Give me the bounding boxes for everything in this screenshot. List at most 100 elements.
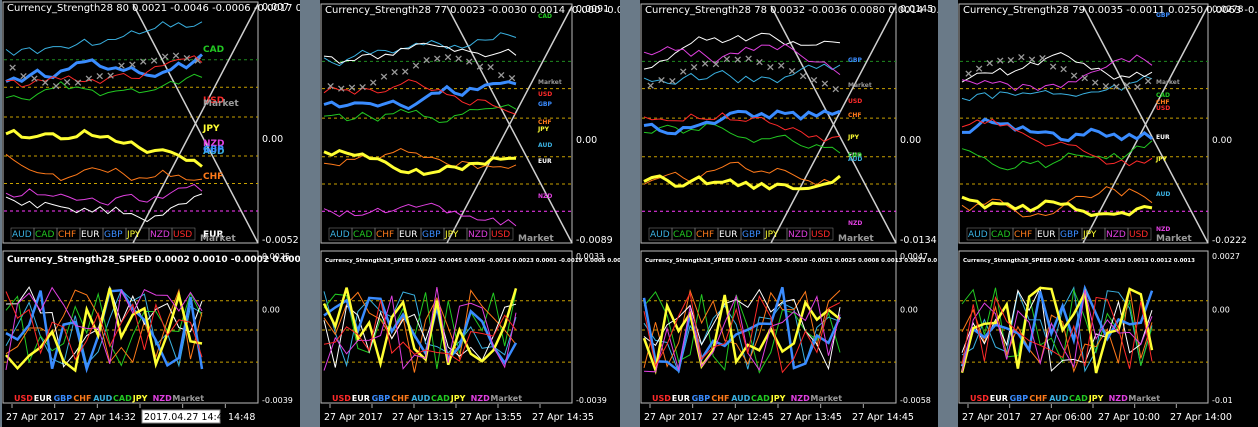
market-marker: × bbox=[41, 76, 50, 89]
series-line-eur bbox=[5, 193, 203, 223]
speed-scale-label: 0.00 bbox=[262, 305, 280, 314]
legend-item-usd: USD bbox=[491, 230, 510, 240]
speed-line-usd bbox=[643, 291, 841, 374]
chart-canvas-3[interactable]: × × ×× × × × × × × × × × × × × × ×Currency_Strength28 78… bbox=[640, 0, 938, 427]
series-line-cad bbox=[643, 123, 841, 154]
time-cursor-label: 2017.04.27 14:46 bbox=[144, 412, 229, 423]
currency-label: NZD bbox=[538, 193, 552, 200]
speed-line-aud bbox=[961, 285, 1153, 373]
series-line-eur bbox=[643, 32, 841, 70]
market-marker: × bbox=[95, 69, 104, 82]
market-marker: × bbox=[171, 49, 180, 62]
legend-item-eur: EUR bbox=[1037, 230, 1056, 240]
market-marker: × bbox=[657, 74, 666, 87]
market-marker: × bbox=[347, 81, 356, 94]
indicator-title: Currency_Strength28 79 0.0035 -0.0011 0.… bbox=[963, 5, 1258, 16]
speed-panel-frame bbox=[2, 250, 259, 404]
legend-item-market: Market bbox=[838, 234, 874, 244]
market-marker: × bbox=[700, 57, 709, 70]
speed-line-nzd bbox=[323, 287, 517, 371]
speed-line-eur bbox=[323, 303, 517, 368]
speed-scale-label: 0.00 bbox=[1212, 305, 1230, 314]
series-line-aud bbox=[961, 75, 1153, 102]
series-line-cad bbox=[961, 140, 1153, 171]
speed-legend-item-nzd: NZD bbox=[471, 394, 490, 403]
market-marker: × bbox=[160, 50, 169, 63]
market-marker: × bbox=[996, 54, 1005, 67]
series-line-aud bbox=[643, 63, 841, 85]
speed-legend-item-chf: CHF bbox=[391, 394, 409, 403]
chart-window-2[interactable]: × × × × × × × × × × × × × × × × × × Currency_Strength28 77… bbox=[320, 0, 620, 427]
speed-legend-item-market: Market bbox=[490, 394, 522, 403]
market-marker: × bbox=[755, 55, 764, 68]
chart-canvas-2[interactable]: × × × × × × × × × × × × × × × ×× ×Currency_Strength28 77… bbox=[320, 0, 620, 427]
market-marker: × bbox=[443, 51, 452, 64]
chart-window-3[interactable]: × × × × × × × × × × × × × × × × × × Currency_Strength28 78… bbox=[640, 0, 938, 427]
chart-canvas-4[interactable]: × × × × × × × ×× ×× × × × × × × ×Currency_Strength28 79… bbox=[958, 0, 1258, 427]
chart-window-4[interactable]: × × × × × × × × × × × × × × × × × × Currency_Strength28 79… bbox=[958, 0, 1258, 427]
legend-item-chf: CHF bbox=[58, 230, 76, 240]
legend-item-cad: CAD bbox=[673, 230, 692, 240]
speed-legend-item-chf: CHF bbox=[73, 394, 91, 403]
series-line-chf bbox=[5, 153, 203, 182]
indicator-title: Currency_Strength28 77 0.0023 -0.0030 0.… bbox=[325, 5, 620, 16]
market-marker: × bbox=[358, 80, 367, 93]
market-marker: × bbox=[182, 51, 191, 64]
speed-line-aud bbox=[5, 289, 203, 368]
speed-legend-item-jpy: JPY bbox=[132, 394, 148, 403]
market-marker: × bbox=[19, 70, 28, 83]
speed-legend-item-jpy: JPY bbox=[1088, 394, 1104, 403]
speed-legend-item-usd: USD bbox=[14, 394, 33, 403]
legend-item-nzd: NZD bbox=[1106, 230, 1126, 240]
speed-legend-item-market: Market bbox=[1128, 394, 1160, 403]
legend-item-aud: AUD bbox=[12, 230, 32, 240]
chart-window-1[interactable]: × × × × × × × × × × × × × × × × × × Currency_Strength28 80… bbox=[2, 0, 300, 427]
main-panel-frame bbox=[640, 3, 897, 244]
time-axis-label: 27 Apr 13:45 bbox=[780, 412, 842, 423]
speed-line-usd bbox=[323, 299, 517, 362]
currency-label: JPY bbox=[537, 126, 550, 133]
speed-legend-item-market: Market bbox=[172, 394, 204, 403]
market-marker: × bbox=[433, 52, 442, 65]
speed-legend-item-aud: AUD bbox=[411, 394, 430, 403]
speed-line-nzd bbox=[5, 286, 203, 370]
legend-item-gbp: GBP bbox=[422, 230, 441, 240]
speed-line-aud bbox=[323, 291, 517, 368]
time-axis-label: 27 Apr 14:35 bbox=[532, 412, 594, 423]
market-marker: × bbox=[106, 69, 115, 82]
currency-label: Market bbox=[538, 79, 562, 86]
time-axis-label: 27 Apr 2017 bbox=[324, 412, 383, 423]
series-line-usd bbox=[643, 112, 841, 143]
legend-item-aud: AUD bbox=[968, 230, 988, 240]
currency-label: JPY bbox=[202, 124, 220, 134]
market-marker: × bbox=[30, 72, 39, 85]
market-marker: × bbox=[84, 72, 93, 85]
chart-canvas-1[interactable]: ×× × × × × × × × ×× × × × × × × ×Currency_Strength28 80… bbox=[2, 0, 300, 427]
legend-box bbox=[489, 227, 514, 241]
speed-line-eur bbox=[643, 288, 841, 371]
speed-scale-label: -0.01 bbox=[1212, 396, 1233, 405]
market-marker: × bbox=[369, 76, 378, 89]
market-marker: × bbox=[711, 57, 720, 70]
market-marker: × bbox=[507, 72, 516, 85]
market-marker: × bbox=[766, 60, 775, 73]
market-marker: × bbox=[809, 74, 818, 87]
market-marker: × bbox=[777, 59, 786, 72]
speed-indicator-title: Currency_Strength28_SPEED 0.0042 -0.0038… bbox=[963, 258, 1195, 264]
speed-legend-item-usd: USD bbox=[970, 394, 989, 403]
currency-label: AUD bbox=[848, 156, 862, 163]
currency-label: AUD bbox=[203, 147, 224, 157]
series-line-aud bbox=[5, 21, 203, 56]
currency-label: GBP bbox=[538, 101, 552, 108]
legend-item-market: Market bbox=[200, 234, 236, 244]
market-marker: × bbox=[52, 80, 61, 93]
speed-legend-item-nzd: NZD bbox=[153, 394, 172, 403]
legend-item-cad: CAD bbox=[353, 230, 372, 240]
price-scale-label: 0.007 bbox=[262, 2, 289, 13]
series-line-nzd bbox=[643, 43, 841, 75]
series-line-usd bbox=[961, 118, 1153, 167]
market-marker: × bbox=[193, 54, 202, 67]
legend-item-chf: CHF bbox=[1014, 230, 1032, 240]
series-line-jpy bbox=[643, 174, 841, 191]
series-line-chf bbox=[961, 186, 1153, 218]
